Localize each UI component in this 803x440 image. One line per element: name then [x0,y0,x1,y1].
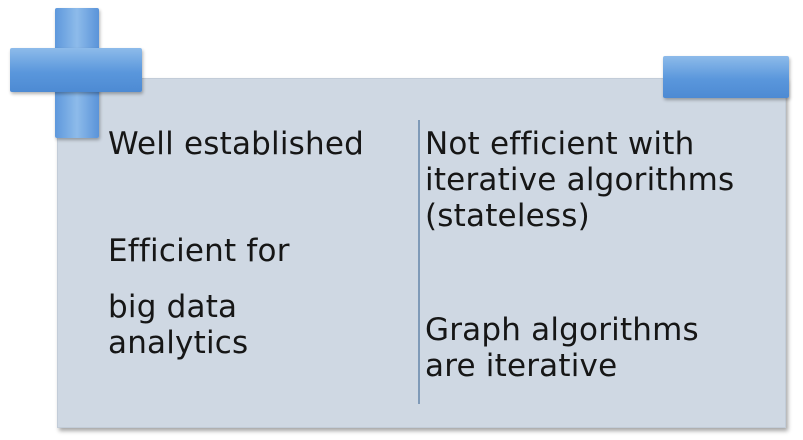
column-divider [418,120,420,404]
plus-icon-center [55,48,99,92]
comparison-panel [57,78,786,428]
con-item-2: Graph algorithms are iterative [425,312,699,384]
con-item-1: Not efficient with iterative algorithms … [425,126,735,234]
pro-item-1: Well established [108,126,365,162]
pro-item-3: big data analytics [108,289,249,361]
pro-item-2: Efficient for [108,233,290,269]
minus-icon [663,56,789,98]
